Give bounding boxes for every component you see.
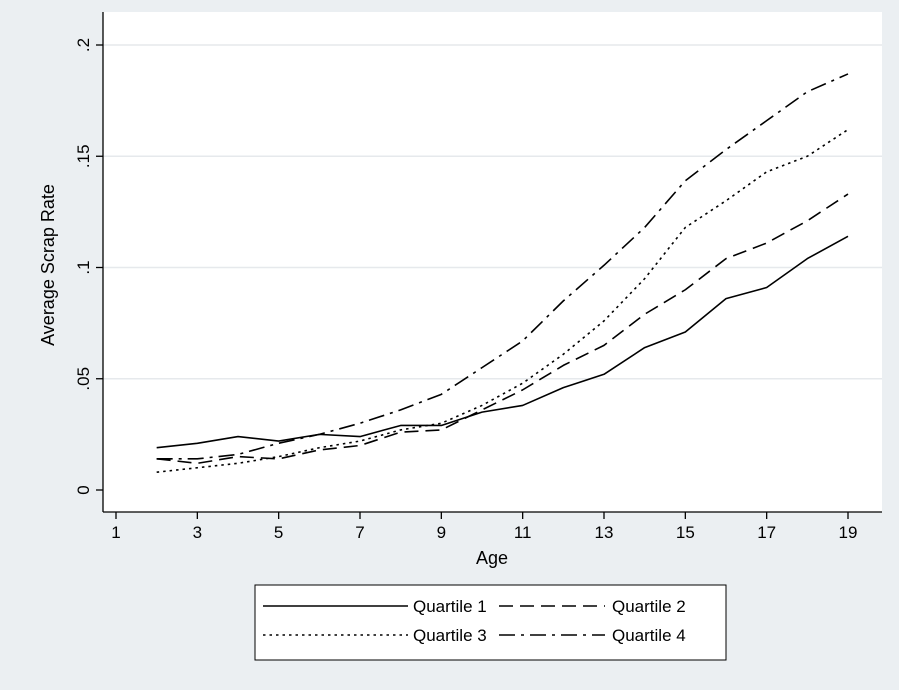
y-tick-label: .1 — [74, 260, 93, 274]
series-lines — [156, 73, 849, 473]
x-axis-label: Age — [476, 548, 508, 568]
y-tick-label: .15 — [74, 144, 93, 168]
series-line-quartile-3 — [156, 128, 849, 473]
legend: Quartile 1 Quartile 2 Quartile 3 Quartile 4 — [254, 584, 727, 661]
gridlines — [103, 44, 882, 380]
legend-label: Quartile 2 — [612, 597, 686, 616]
series-line-quartile-2 — [156, 193, 849, 465]
x-tick-label: 9 — [437, 523, 446, 542]
x-tick-label: 19 — [839, 523, 858, 542]
x-tick-label: 7 — [355, 523, 364, 542]
axes: 0.05.1.15.21 3 5 7 9 11 13 15 17 19 — [74, 12, 882, 542]
x-tick-label: 11 — [514, 523, 532, 542]
x-tick-label: 15 — [676, 523, 695, 542]
plot-area — [103, 12, 882, 512]
x-tick-label: 3 — [193, 523, 202, 542]
series-line-quartile-4 — [156, 73, 849, 460]
x-tick-label: 17 — [757, 523, 776, 542]
x-tick-label: 1 — [111, 523, 120, 542]
legend-label: Quartile 1 — [413, 597, 487, 616]
y-tick-label: 0 — [74, 485, 93, 494]
legend-label: Quartile 4 — [612, 626, 686, 645]
x-tick-label: 13 — [595, 523, 614, 542]
legend-box — [254, 584, 727, 661]
y-tick-label: .05 — [74, 367, 93, 391]
series-line-quartile-1 — [156, 235, 849, 449]
y-axis-label: Average Scrap Rate — [38, 184, 58, 346]
x-tick-label: 5 — [274, 523, 283, 542]
y-tick-label: .2 — [74, 38, 93, 52]
legend-label: Quartile 3 — [413, 626, 487, 645]
